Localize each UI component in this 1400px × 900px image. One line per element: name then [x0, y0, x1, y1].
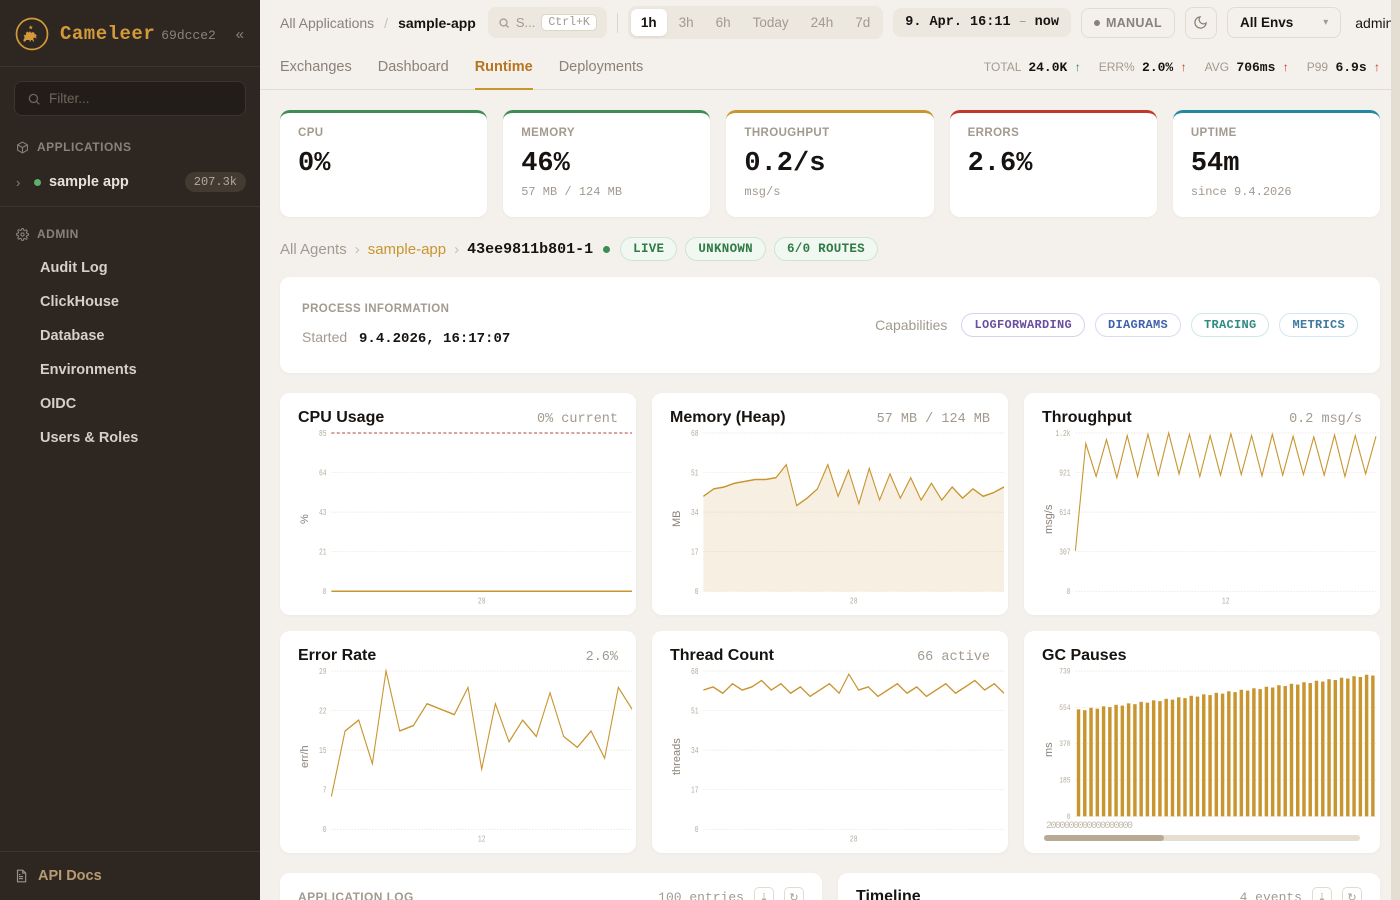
- svg-text:28: 28: [850, 598, 858, 607]
- svg-text:554: 554: [1059, 704, 1071, 713]
- svg-text:185: 185: [1059, 777, 1070, 786]
- svg-text:34: 34: [691, 747, 699, 756]
- svg-text:85: 85: [319, 430, 327, 439]
- svg-text:307: 307: [1059, 549, 1071, 558]
- svg-text:34: 34: [691, 509, 699, 518]
- svg-text:64: 64: [319, 470, 327, 479]
- svg-text:51: 51: [691, 470, 699, 479]
- svg-text:1.2k: 1.2k: [1055, 430, 1070, 439]
- svg-text:0: 0: [323, 826, 327, 835]
- svg-text:43: 43: [319, 509, 327, 518]
- svg-text:21: 21: [319, 549, 327, 558]
- svg-text:17: 17: [691, 787, 699, 796]
- svg-text:28: 28: [850, 836, 858, 845]
- svg-text:29: 29: [319, 668, 327, 677]
- svg-text:28: 28: [478, 598, 486, 607]
- svg-text:921: 921: [1059, 470, 1071, 479]
- svg-text:12: 12: [478, 836, 486, 845]
- svg-text:0: 0: [1067, 588, 1071, 597]
- svg-text:12: 12: [1222, 598, 1230, 607]
- svg-text:0: 0: [323, 588, 327, 597]
- svg-text:7: 7: [323, 787, 327, 796]
- svg-text:739: 739: [1059, 668, 1070, 677]
- svg-text:0: 0: [695, 826, 699, 835]
- svg-text:15: 15: [319, 747, 327, 756]
- svg-text:614: 614: [1059, 509, 1071, 518]
- svg-text:370: 370: [1059, 741, 1070, 750]
- svg-text:17: 17: [691, 549, 699, 558]
- svg-text:51: 51: [691, 708, 699, 717]
- svg-text:68: 68: [691, 430, 699, 439]
- svg-text:0: 0: [695, 588, 699, 597]
- svg-text:22: 22: [319, 708, 327, 717]
- svg-text:68: 68: [691, 668, 699, 677]
